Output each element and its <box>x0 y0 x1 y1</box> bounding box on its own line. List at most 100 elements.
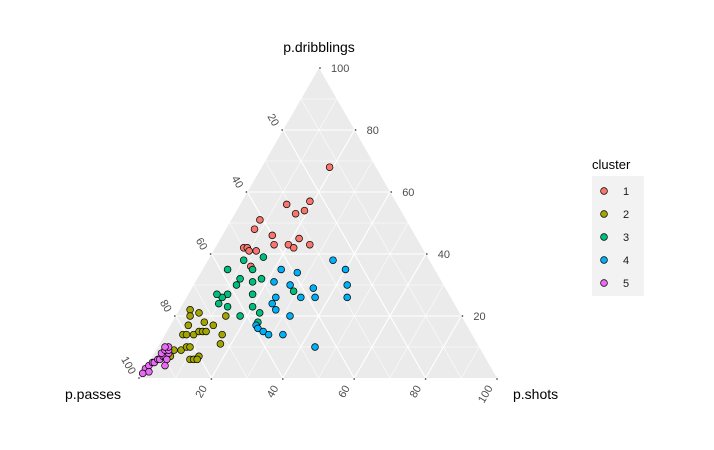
point-cluster-3 <box>248 302 257 311</box>
point-cluster-1 <box>306 197 314 206</box>
tick-label-shots: 80 <box>408 384 425 401</box>
legend-key-1 <box>600 187 608 195</box>
tick-mark <box>353 378 356 380</box>
tick-label-dribblings: 60 <box>402 187 414 199</box>
point-cluster-4 <box>343 293 351 302</box>
point-cluster-5 <box>138 369 147 378</box>
gridline <box>265 160 391 379</box>
tick-label-dribblings: 100 <box>331 63 349 75</box>
point-cluster-3 <box>259 253 268 261</box>
tick-mark <box>281 378 284 380</box>
legend-key-5 <box>600 279 608 287</box>
vertex-label-top: p.dribblings <box>283 39 355 55</box>
point-cluster-1 <box>295 234 303 243</box>
point-cluster-2 <box>184 321 193 330</box>
point-cluster-5 <box>161 361 169 370</box>
tick-label-passes: 60 <box>193 236 210 253</box>
tick-mark <box>496 378 498 380</box>
point-cluster-4 <box>297 293 305 302</box>
point-cluster-3 <box>248 278 257 286</box>
point-cluster-4 <box>270 278 278 286</box>
tick-mark <box>210 378 213 380</box>
point-cluster-1 <box>250 225 259 233</box>
point-cluster-2 <box>200 318 209 326</box>
point-cluster-3 <box>248 265 257 274</box>
point-cluster-1 <box>300 206 309 215</box>
point-cluster-3 <box>236 312 244 320</box>
tick-label-passes: 100 <box>118 355 138 377</box>
point-cluster-3 <box>255 309 264 317</box>
point-cluster-2 <box>202 327 210 336</box>
point-cluster-1 <box>252 247 260 255</box>
point-cluster-4 <box>286 281 294 289</box>
tick-label-shots: 20 <box>193 384 210 401</box>
point-cluster-3 <box>223 265 232 274</box>
point-cluster-3 <box>223 302 232 311</box>
point-cluster-1 <box>256 216 264 224</box>
tick-label-passes: 20 <box>264 112 281 129</box>
point-cluster-1 <box>291 209 300 218</box>
point-cluster-4 <box>311 293 319 302</box>
tick-label-dribblings: 20 <box>473 311 485 323</box>
gridline <box>425 315 462 379</box>
point-cluster-3 <box>248 290 257 299</box>
point-cluster-2 <box>209 321 218 330</box>
point-cluster-4 <box>286 312 294 320</box>
tick-mark <box>173 315 176 317</box>
tick-mark <box>461 315 464 317</box>
data-points <box>138 163 351 378</box>
vertex-label-right: p.shots <box>513 386 558 402</box>
point-cluster-4 <box>311 343 319 351</box>
gridline <box>211 253 284 379</box>
point-cluster-3 <box>232 281 241 289</box>
point-cluster-1 <box>245 247 253 255</box>
legend-background <box>592 176 644 296</box>
gridline <box>318 222 409 379</box>
point-cluster-4 <box>268 299 276 308</box>
point-cluster-1 <box>325 163 334 171</box>
legend-label-1: 1 <box>623 186 629 198</box>
point-cluster-2 <box>186 312 194 320</box>
tick-mark <box>281 129 284 131</box>
point-cluster-1 <box>306 240 314 249</box>
tick-mark <box>209 253 212 255</box>
point-cluster-4 <box>272 293 280 302</box>
point-cluster-4 <box>277 265 285 274</box>
legend: cluster 1 2 3 4 5 <box>592 157 644 296</box>
point-cluster-2 <box>186 343 194 351</box>
legend-key-4 <box>600 256 608 264</box>
point-cluster-2 <box>193 355 201 364</box>
tick-label-shots: 60 <box>336 384 353 401</box>
point-cluster-4 <box>293 268 302 277</box>
point-cluster-3 <box>214 299 223 308</box>
gridline <box>353 253 427 379</box>
point-cluster-4 <box>343 281 351 289</box>
gridline <box>246 160 373 379</box>
gridline <box>300 98 462 379</box>
tick-mark <box>319 67 321 69</box>
point-cluster-4 <box>309 284 318 292</box>
tick-mark <box>138 377 140 379</box>
point-cluster-4 <box>279 330 287 339</box>
gridline <box>389 284 444 379</box>
point-cluster-1 <box>268 231 277 240</box>
point-cluster-2 <box>216 340 225 348</box>
point-cluster-1 <box>270 240 278 249</box>
legend-label-3: 3 <box>623 232 629 244</box>
point-cluster-4 <box>272 306 280 314</box>
point-cluster-2 <box>195 309 203 317</box>
gridline <box>461 346 480 379</box>
axis-ticks: 100 80 60 40 20 20 40 60 80 100 20 40 60 80 100 <box>118 63 498 405</box>
legend-label-5: 5 <box>623 278 629 290</box>
point-cluster-2 <box>182 330 191 339</box>
tick-mark <box>245 191 248 193</box>
point-cluster-4 <box>329 256 337 264</box>
point-cluster-5 <box>161 343 169 351</box>
point-cluster-2 <box>186 306 194 314</box>
legend-title: cluster <box>592 157 631 172</box>
point-cluster-1 <box>289 244 298 252</box>
tick-mark <box>424 378 427 380</box>
legend-key-2 <box>600 210 608 218</box>
point-cluster-4 <box>341 265 350 274</box>
